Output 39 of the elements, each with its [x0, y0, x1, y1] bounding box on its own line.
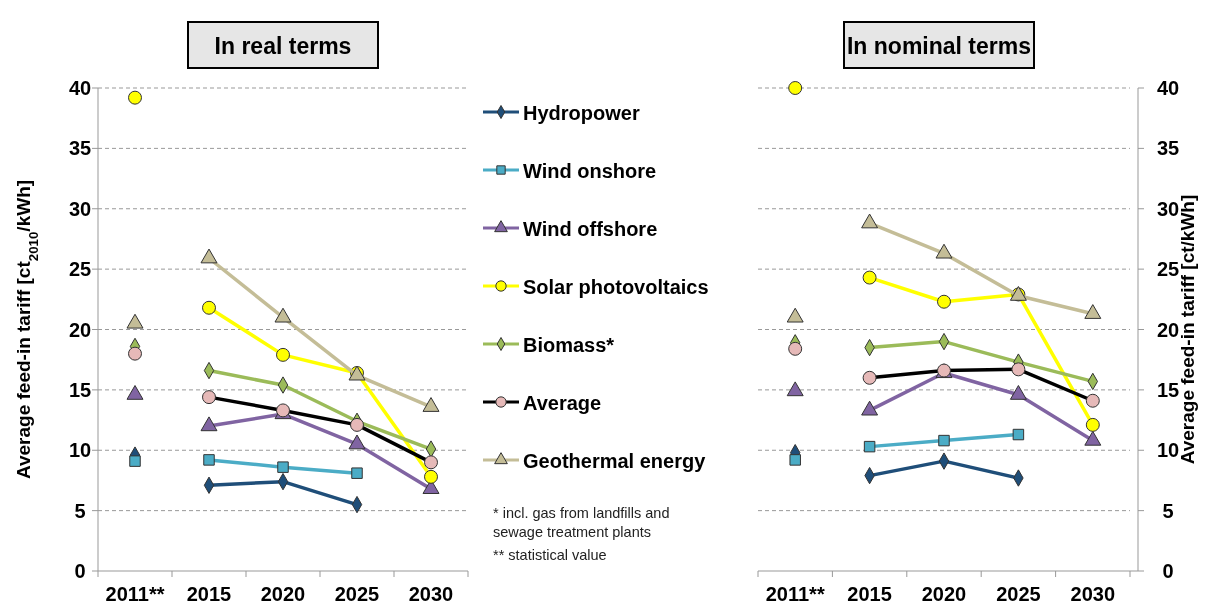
x-tick-label: 2011** [765, 583, 825, 604]
y-tick-label: 10 [68, 439, 92, 462]
x-tick-label: 2015 [186, 583, 232, 604]
text: ** statistical value [493, 547, 607, 563]
y2-tick-label: 0 [1162, 560, 1174, 582]
y-tick-label: 35 [68, 137, 92, 160]
y-tick-label: 30 [68, 197, 92, 220]
y-tick-label: 25 [68, 258, 92, 281]
y2-tick-label: 20 [1156, 318, 1180, 341]
x-tick-label: 2011** [105, 583, 165, 604]
x-tick-label: 2020 [260, 583, 306, 604]
y2-tick-label: 35 [1156, 137, 1180, 160]
y2-tick-label: 30 [1156, 197, 1180, 220]
y-tick-label: 20 [68, 318, 92, 341]
legend-label: Solar photovoltaics [523, 276, 709, 298]
x-tick-label: 2030 [408, 583, 454, 604]
chart-title: In real terms [214, 33, 352, 59]
legend-label: Wind offshore [523, 218, 658, 240]
chart-title: In nominal terms [846, 33, 1032, 59]
y-tick-label: 0 [74, 560, 86, 582]
x-tick-label: 2020 [921, 583, 967, 604]
legend-label: Geothermal energy [523, 450, 707, 472]
y2-tick-label: 25 [1156, 258, 1180, 281]
x-tick-label: 2025 [334, 583, 380, 604]
y2-tick-label: 40 [1156, 77, 1180, 99]
y2-tick-label: 15 [1156, 378, 1180, 401]
legend-label: Biomass* [523, 334, 615, 356]
y-tick-label: 40 [68, 77, 92, 99]
text: * incl. gas from landfills and sewage treatment plants [493, 505, 670, 540]
legend-label: Average [523, 392, 602, 414]
y-tick-label: 5 [74, 499, 86, 522]
y2-tick-label: 5 [1162, 499, 1174, 522]
x-tick-label: 2015 [847, 583, 892, 604]
legend-label: Wind onshore [523, 160, 657, 182]
y2-tick-label: 10 [1156, 439, 1180, 462]
y-tick-label: 15 [68, 378, 92, 401]
x-tick-label: 2030 [1070, 583, 1116, 604]
legend-label: Hydropower [523, 102, 640, 124]
x-tick-label: 2025 [996, 583, 1041, 604]
